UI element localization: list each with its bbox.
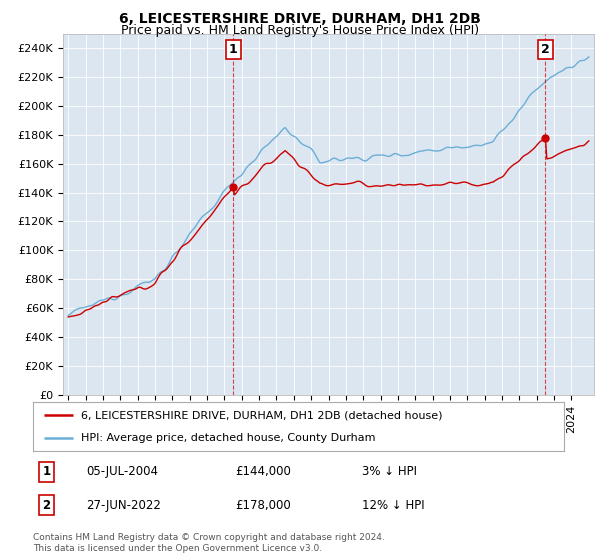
Text: 12% ↓ HPI: 12% ↓ HPI [362, 499, 425, 512]
Text: 2: 2 [541, 43, 550, 55]
Text: HPI: Average price, detached house, County Durham: HPI: Average price, detached house, Coun… [81, 433, 375, 443]
Text: 1: 1 [229, 43, 238, 55]
Text: £144,000: £144,000 [235, 465, 290, 478]
Text: 6, LEICESTERSHIRE DRIVE, DURHAM, DH1 2DB: 6, LEICESTERSHIRE DRIVE, DURHAM, DH1 2DB [119, 12, 481, 26]
Text: 1: 1 [42, 465, 50, 478]
Text: Contains HM Land Registry data © Crown copyright and database right 2024.
This d: Contains HM Land Registry data © Crown c… [33, 533, 385, 553]
Text: 05-JUL-2004: 05-JUL-2004 [86, 465, 158, 478]
Text: £178,000: £178,000 [235, 499, 290, 512]
Text: 2: 2 [42, 499, 50, 512]
Text: Price paid vs. HM Land Registry's House Price Index (HPI): Price paid vs. HM Land Registry's House … [121, 24, 479, 36]
Text: 6, LEICESTERSHIRE DRIVE, DURHAM, DH1 2DB (detached house): 6, LEICESTERSHIRE DRIVE, DURHAM, DH1 2DB… [81, 410, 442, 421]
Text: 3% ↓ HPI: 3% ↓ HPI [362, 465, 417, 478]
Text: 27-JUN-2022: 27-JUN-2022 [86, 499, 161, 512]
